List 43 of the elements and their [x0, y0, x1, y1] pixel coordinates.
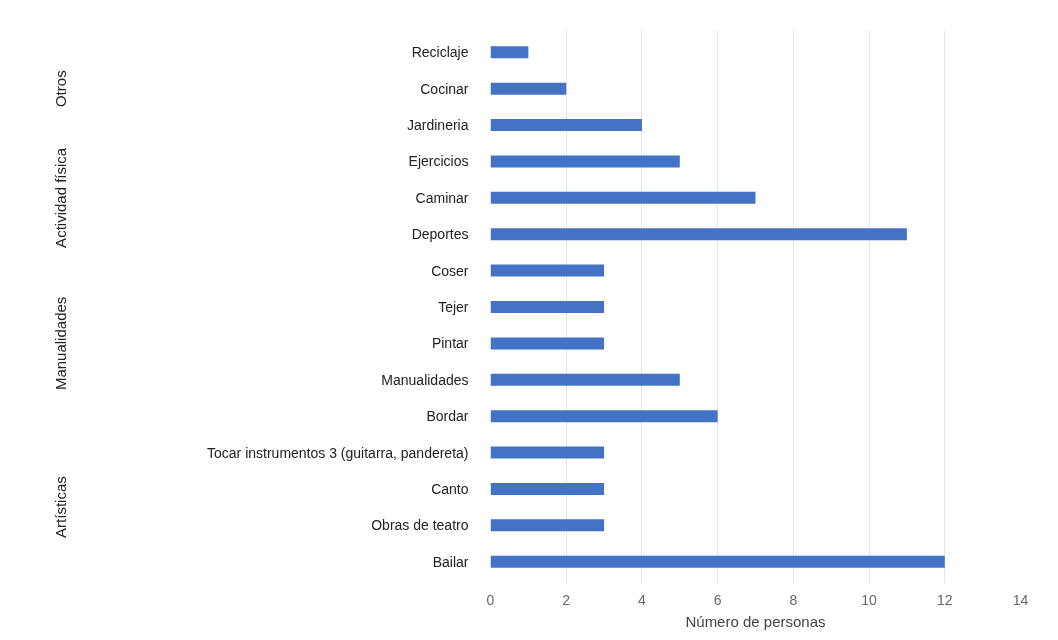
x-tick-label: 12	[937, 591, 953, 608]
y-tick-label: Bordar	[426, 408, 469, 425]
y-tick-label: Manualidades	[381, 371, 469, 388]
bar	[490, 337, 605, 350]
x-tick-label: 2	[562, 591, 571, 608]
x-tick-label: 6	[713, 591, 722, 608]
y-tick-label: Coser	[431, 262, 469, 279]
y-tick-label: Pintar	[431, 335, 469, 352]
x-tick-label: 10	[861, 591, 878, 608]
bar	[490, 373, 680, 386]
bar	[490, 155, 680, 168]
y-tick-label: Jardineria	[407, 117, 469, 134]
y-tick-label: Reciclaje	[411, 44, 469, 61]
bar	[490, 482, 605, 495]
y-tick-label: Tejer	[438, 299, 469, 315]
x-tick-label: 4	[638, 591, 647, 608]
y-tick-label: Deportes	[411, 226, 469, 243]
bar	[490, 82, 567, 95]
y-tick-label: Caminar	[415, 189, 469, 206]
y-tick-label: Canto	[431, 480, 469, 497]
bar	[490, 119, 642, 132]
text: Otros	[52, 70, 69, 108]
bar	[490, 191, 756, 204]
bar	[490, 46, 529, 59]
bar	[490, 301, 605, 313]
y-tick-label: Tocar instrumentos 3 (guitarra, pandereta)	[207, 444, 469, 461]
bar	[490, 228, 907, 241]
x-tick-label: 8	[789, 591, 798, 608]
y-tick-label: Bailar	[432, 553, 469, 570]
x-axis-title: Número de personas	[685, 612, 826, 630]
text: Manualidades	[52, 296, 69, 391]
y-tick-label: Cocinar	[420, 80, 469, 97]
y-tick-label: Ejercicios	[408, 153, 469, 170]
bar	[490, 519, 605, 532]
bar	[490, 555, 945, 568]
bar	[490, 446, 605, 459]
bar	[490, 264, 605, 277]
x-tick-label: 14	[1012, 591, 1029, 608]
x-tick-label: 0	[486, 591, 495, 608]
bar	[490, 410, 718, 423]
y-tick-label: Obras de teatro	[371, 517, 469, 534]
text: Actividad física	[52, 147, 69, 248]
text: Artísticas	[52, 476, 69, 538]
